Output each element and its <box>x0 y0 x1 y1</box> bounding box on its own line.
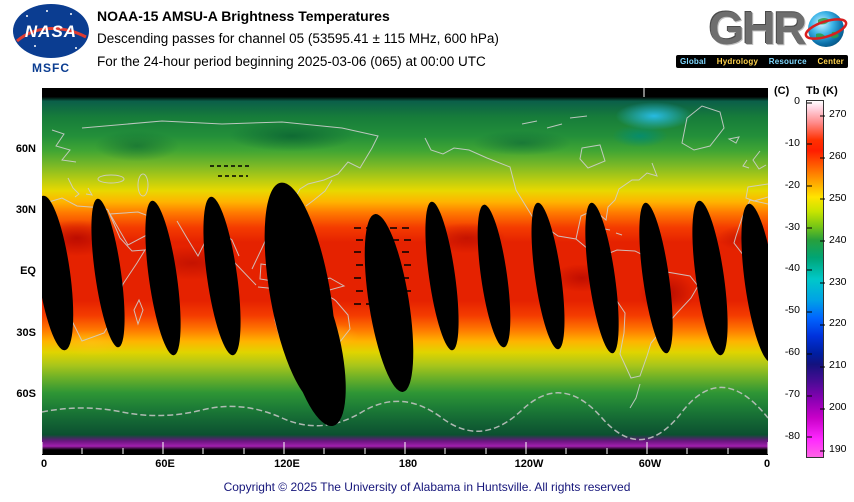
orbit-gap-swaths <box>42 182 768 427</box>
axis-ticks <box>42 88 768 454</box>
colorbar-tick-kelvin: 220 <box>829 317 847 329</box>
colorbar-tick-kelvin: 230 <box>829 276 847 288</box>
colorbar-celsius-header: (C) <box>774 85 790 97</box>
colorbar-tick-kelvin: 190 <box>829 443 847 455</box>
colorbar-tick-kelvin: 250 <box>829 192 847 204</box>
ghrc-tagline-word: Hydrology <box>716 57 759 66</box>
lon-label-0e: 0 <box>763 458 771 470</box>
lat-label-eq: EQ <box>20 265 36 277</box>
msfc-label: MSFC <box>32 61 70 75</box>
map-overlay <box>42 88 768 454</box>
ghrc-tagline-word: Center <box>817 57 844 66</box>
lat-label-30s: 30S <box>16 327 36 339</box>
lon-label-0w: 0 <box>40 458 48 470</box>
subtitle-channel: Descending passes for channel 05 (53595.… <box>97 31 499 46</box>
colorbar-tick-celsius: -40 <box>784 262 800 274</box>
nasa-wordmark: NASA <box>24 22 78 41</box>
colorbar-tick-celsius: -10 <box>784 137 800 149</box>
lat-label-60s: 60S <box>16 388 36 400</box>
colorbar-tick-kelvin: 260 <box>829 150 847 162</box>
colorbar-tick-celsius: -50 <box>784 304 800 316</box>
ghrc-tagline-word: Global <box>680 57 707 66</box>
colorbar-tick-celsius: -70 <box>784 388 800 400</box>
colorbar-tick-kelvin: 210 <box>829 359 847 371</box>
lat-label-30n: 30N <box>15 204 36 216</box>
lon-label-120e: 120E <box>274 458 300 470</box>
colorbar-tick-kelvin: 200 <box>829 401 847 413</box>
lon-label-180: 180 <box>398 458 418 470</box>
colorbar-tick-celsius: -20 <box>784 179 800 191</box>
nasa-insignia-art <box>16 10 87 49</box>
lon-label-60e: 60E <box>155 458 175 470</box>
lon-label-60w: 60W <box>638 458 662 470</box>
ghrc-letters: GHR <box>708 2 807 54</box>
dropout-dashes <box>210 165 414 305</box>
nasa-logo: NASA MSFC <box>13 4 89 75</box>
copyright-notice: Copyright © 2025 The University of Alaba… <box>223 480 631 494</box>
colorbar-tick-celsius: -80 <box>784 430 800 442</box>
subtitle-period: For the 24-hour period beginning 2025-03… <box>97 54 486 69</box>
colorbar-ticks <box>807 102 825 452</box>
colorbar-tick-kelvin: 270 <box>829 108 847 120</box>
lat-label-60n: 60N <box>15 143 36 155</box>
colorbar-tick-celsius: 0 <box>794 95 800 107</box>
page-title: NOAA-15 AMSU-A Brightness Temperatures <box>97 8 390 24</box>
colorbar-tick-celsius: -30 <box>784 221 800 233</box>
ghrc-globe-icon <box>804 6 848 50</box>
colorbar-tick-kelvin: 240 <box>829 234 847 246</box>
colorbar <box>806 100 825 458</box>
ghrc-logo: GHR Global Hydrology Resource Center <box>676 2 848 68</box>
nasa-insignia: NASA <box>13 4 89 58</box>
ghrc-tagline: Global Hydrology Resource Center <box>676 55 848 68</box>
colorbar-tick-celsius: -60 <box>784 346 800 358</box>
colorbar-title: Tb (K) <box>806 85 838 97</box>
lon-label-120w: 120W <box>514 458 544 470</box>
ghrc-tagline-word: Resource <box>768 57 807 66</box>
brightness-temperature-map <box>42 88 768 455</box>
